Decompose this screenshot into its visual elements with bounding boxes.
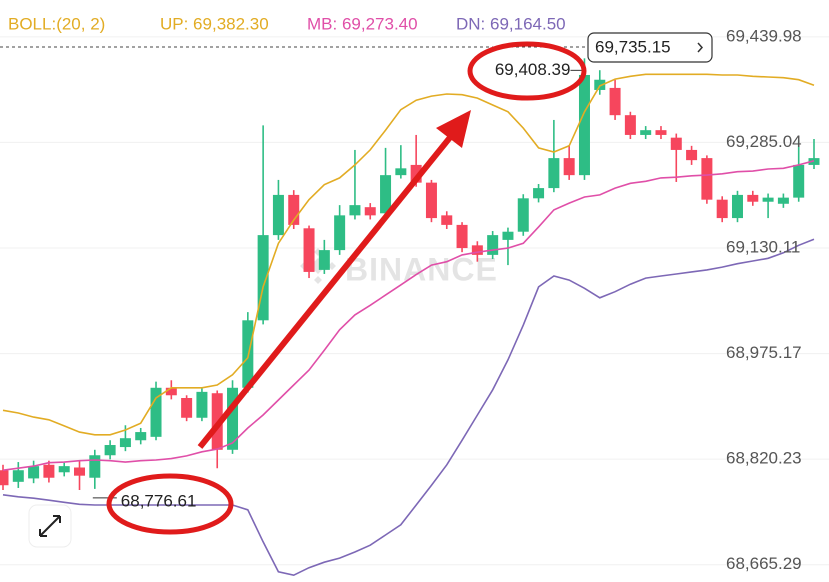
- candle-body: [364, 207, 376, 216]
- candle-body: [563, 158, 575, 176]
- band-line: [2, 73, 815, 436]
- y-tick-label: 69,285.04: [726, 132, 802, 151]
- candle-body: [272, 194, 284, 236]
- annotations: 69,408.39 68,776.61: [92, 60, 583, 510]
- candle-body: [165, 387, 177, 396]
- candle-body: [793, 164, 805, 198]
- candle-body: [196, 391, 208, 418]
- candle-body: [548, 158, 560, 189]
- candle-body: [380, 175, 392, 214]
- candle-body: [89, 455, 101, 478]
- highlight-drawings: [106, 41, 587, 535]
- candle-body: [181, 397, 193, 418]
- y-tick-label: 68,820.23: [726, 449, 802, 468]
- candle-body: [441, 215, 453, 225]
- y-tick-label: 69,439.98: [726, 26, 802, 45]
- candle-body: [227, 387, 239, 450]
- circle-high: [467, 41, 587, 101]
- watermark-text: BINANCE: [345, 251, 498, 287]
- candle-body: [58, 466, 70, 473]
- candle-body: [578, 74, 590, 176]
- candle-body: [670, 137, 682, 150]
- circle-low: [106, 473, 234, 535]
- candle-body: [731, 194, 743, 219]
- candle-body: [74, 467, 86, 476]
- candle-body: [43, 464, 55, 478]
- bands: [2, 73, 815, 577]
- candle-body: [349, 205, 361, 216]
- band-line: [2, 238, 815, 577]
- candle-body: [119, 438, 131, 448]
- watermark: BINANCE: [300, 248, 498, 287]
- candle-body: [410, 164, 422, 183]
- candle-body: [533, 188, 545, 199]
- candle-body: [655, 130, 667, 135]
- candle-body: [104, 445, 116, 456]
- expand-icon: [39, 515, 61, 537]
- candle-body: [456, 224, 468, 249]
- header: BOLL:(20, 2) UP: 69,382.30 MB: 69,273.40…: [8, 14, 566, 33]
- candle-body: [395, 168, 407, 176]
- arrow-head: [436, 110, 471, 148]
- last-price-tag[interactable]: [587, 32, 713, 63]
- candle-body: [303, 228, 315, 272]
- candle-body: [609, 87, 621, 116]
- y-tick-label: 68,975.17: [726, 343, 802, 362]
- candle-body: [487, 235, 499, 255]
- y-tick-label: 68,665.29: [726, 554, 802, 573]
- candle-body: [640, 130, 652, 135]
- candle-body: [334, 215, 346, 251]
- candle-body: [701, 158, 713, 200]
- candle-body: [471, 245, 483, 255]
- candle-body: [12, 470, 24, 482]
- candle-body: [517, 198, 529, 232]
- candle-body: [716, 199, 728, 219]
- legend-entry: DN: 69,164.50: [456, 14, 566, 33]
- candle-body: [425, 182, 437, 219]
- annotation-label: 69,408.39: [495, 60, 571, 79]
- candle-body: [762, 197, 774, 202]
- candle-body: [28, 466, 40, 479]
- candle-body: [777, 197, 789, 204]
- candle-body: [257, 235, 269, 321]
- candle-body: [747, 194, 759, 202]
- watermark-logo: [300, 248, 336, 284]
- y-tick-label: 69,130.11: [726, 237, 800, 256]
- indicator-label: BOLL:(20, 2): [8, 14, 105, 33]
- annotation-label: 68,776.61: [121, 491, 197, 510]
- last-price-label: 69,735.15: [595, 37, 671, 56]
- candle-body: [318, 250, 330, 270]
- expand-button[interactable]: [28, 504, 72, 548]
- arrow-shaft: [197, 133, 455, 449]
- candle-body: [686, 149, 698, 161]
- band-line: [2, 160, 815, 471]
- legend-entry: UP: 69,382.30: [160, 14, 269, 33]
- candle-body: [594, 79, 606, 90]
- candle-body: [624, 115, 636, 135]
- chevron-icon: [697, 42, 704, 53]
- candle-body: [135, 432, 147, 441]
- candle-body: [150, 387, 162, 437]
- candle-body: [0, 470, 9, 486]
- candle-body: [288, 194, 300, 225]
- candle-body: [502, 231, 514, 240]
- legend-entry: MB: 69,273.40: [307, 14, 418, 33]
